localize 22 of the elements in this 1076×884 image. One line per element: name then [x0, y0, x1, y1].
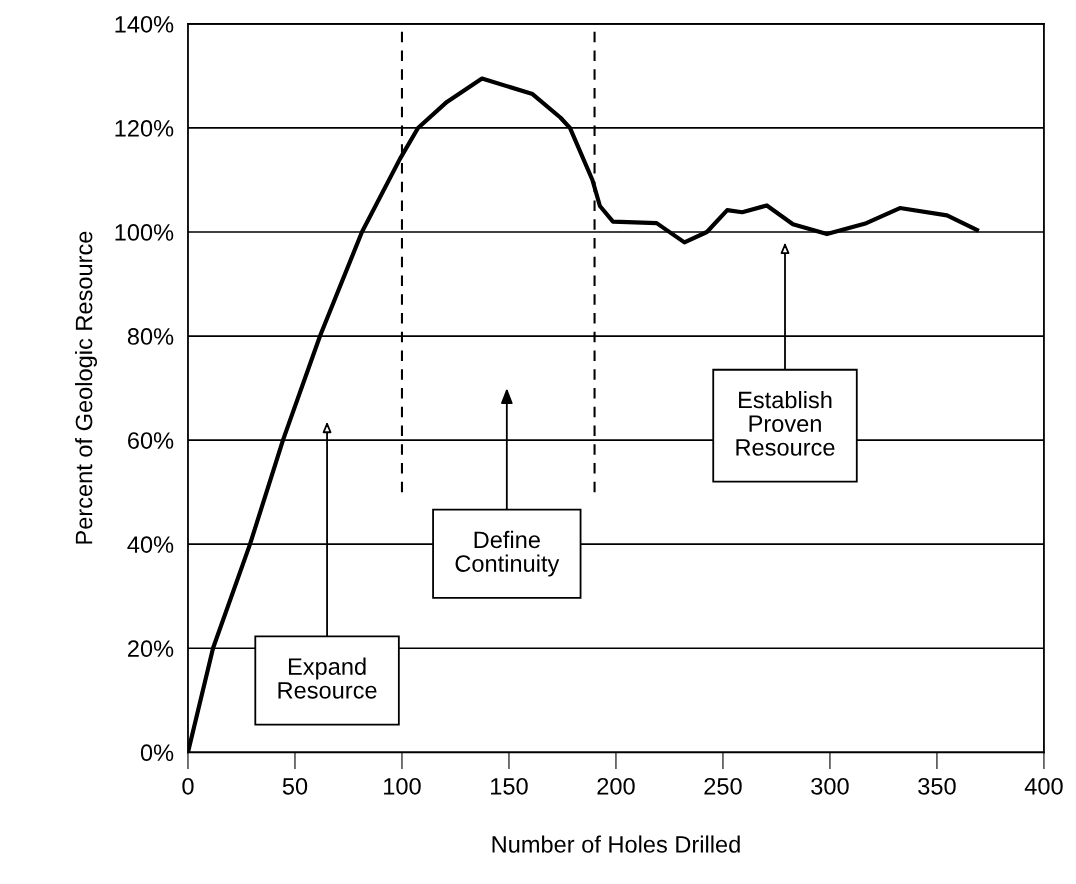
annotation: Establish Proven Resource — [736, 390, 835, 456]
x-tick-label: 200 — [597, 777, 635, 795]
y-tick-label: 0% — [140, 744, 174, 762]
x-tick-label: 300 — [811, 777, 849, 795]
y-tick-label: 100% — [115, 224, 174, 241]
annotation: Expand Resource — [278, 657, 377, 699]
y-tick-label: 60% — [128, 432, 174, 449]
x-tick-label: 50 — [282, 777, 308, 795]
y-axis-title: Percent of Geologic Resource — [75, 231, 98, 544]
annotation: Define Continuity — [455, 530, 560, 577]
x-tick-label: 250 — [704, 777, 742, 795]
y-tick-label: 80% — [127, 328, 174, 345]
x-tick-label: 0 — [182, 777, 194, 795]
y-tick-label: 20% — [128, 640, 174, 658]
x-tick-label: 350 — [918, 777, 956, 795]
y-tick-label: 120% — [115, 120, 174, 137]
y-tick-label: 40% — [127, 536, 174, 553]
y-tick-label: 140% — [115, 15, 174, 33]
x-tick-label: 100 — [384, 777, 421, 795]
x-tick-label: 400 — [1024, 777, 1063, 795]
x-axis-title: Number of Holes Drilled — [492, 835, 740, 853]
x-tick-label: 150 — [491, 777, 528, 795]
